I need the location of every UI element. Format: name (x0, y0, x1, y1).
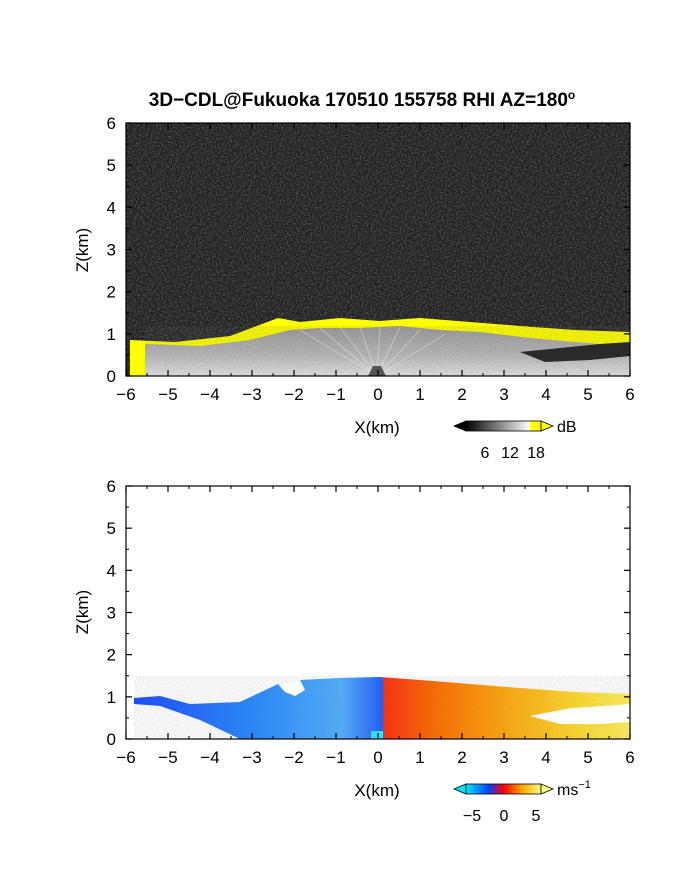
velocity-echo-texture (134, 676, 630, 739)
velocity-ylabel: Z(km) (73, 590, 92, 634)
x-tick-label: 1 (415, 385, 424, 404)
x-tick-label: −3 (242, 748, 261, 767)
y-tick-label: 5 (107, 519, 116, 538)
y-tick-label: 2 (107, 646, 116, 665)
x-tick-label: 1 (415, 748, 424, 767)
x-tick-label: −6 (116, 385, 135, 404)
x-tick-label: −5 (158, 748, 177, 767)
x-tick-label: −4 (200, 748, 219, 767)
colorbar-under-arrow (452, 783, 467, 795)
x-tick-label: 6 (625, 748, 634, 767)
x-tick-label: 6 (625, 385, 634, 404)
x-tick-label: 2 (457, 385, 466, 404)
colorbar-tick: −5 (463, 808, 481, 825)
x-tick-label: 5 (583, 748, 592, 767)
velocity-echo-gap (530, 704, 630, 724)
y-tick-label: 4 (107, 198, 116, 217)
x-tick-label: 0 (373, 385, 382, 404)
y-tick-label: 2 (107, 283, 116, 302)
y-tick-label: 6 (107, 114, 116, 133)
x-tick-label: −1 (326, 385, 345, 404)
colorbar-unit: ms−1 (557, 779, 591, 799)
y-tick-label: 0 (107, 367, 116, 386)
colorbar-tick: 6 (481, 445, 490, 462)
colorbar-bar (465, 420, 542, 432)
colorbar-under-arrow (452, 420, 467, 432)
figure-title: 3D−CDL@Fukuoka 170510 155758 RHI AZ=180o (149, 88, 576, 111)
velocity-colorbar: ms−1 −5 0 5 (452, 779, 591, 825)
y-tick-label: 5 (107, 156, 116, 175)
radar-origin (368, 366, 386, 376)
colorbar-unit: dB (557, 419, 577, 436)
y-tick-label: 4 (107, 561, 116, 580)
y-tick-label: 3 (107, 241, 116, 260)
colorbar-bar (465, 783, 542, 795)
x-tick-label: −3 (242, 385, 261, 404)
x-tick-label: 5 (583, 385, 592, 404)
x-tick-label: 3 (499, 748, 508, 767)
reflectivity-xlabel: X(km) (354, 418, 399, 437)
reflectivity-colorbar: dB 6 12 18 (452, 419, 577, 462)
reflectivity-panel (126, 123, 630, 376)
echo-gap (520, 342, 630, 362)
colorbar-tick: 0 (500, 808, 509, 825)
x-tick-label: 4 (541, 385, 550, 404)
colorbar-over-arrow (540, 420, 555, 432)
x-tick-label: 3 (499, 385, 508, 404)
x-tick-label: −1 (326, 748, 345, 767)
y-tick-label: 0 (107, 730, 116, 749)
y-tick-label: 1 (107, 325, 116, 344)
x-tick-label: 0 (373, 748, 382, 767)
x-tick-label: −4 (200, 385, 219, 404)
x-tick-label: 4 (541, 748, 550, 767)
velocity-panel (126, 486, 630, 739)
colorbar-over-arrow (540, 783, 555, 795)
colorbar-tick: 12 (501, 445, 519, 462)
velocity-echo-notch (278, 680, 305, 696)
velocity-xlabel: X(km) (354, 781, 399, 800)
y-tick-label: 1 (107, 688, 116, 707)
x-tick-label: −2 (284, 748, 303, 767)
reflectivity-ylabel: Z(km) (73, 228, 92, 272)
x-tick-label: −5 (158, 385, 177, 404)
velocity-axes: −6 −5 −4 −3 −2 −1 0 1 2 3 4 5 6 0 1 2 3 4 5 6 (107, 477, 635, 767)
x-tick-label: −6 (116, 748, 135, 767)
radar-origin (371, 731, 383, 739)
y-tick-label: 6 (107, 477, 116, 496)
colorbar-tick: 18 (527, 445, 545, 462)
x-tick-label: 2 (457, 748, 466, 767)
x-tick-label: −2 (284, 385, 303, 404)
reflectivity-axes: −6 −5 −4 −3 −2 −1 0 1 2 3 4 5 6 0 1 2 3 4 5 6 (107, 114, 635, 404)
colorbar-tick: 5 (532, 808, 541, 825)
y-tick-label: 3 (107, 604, 116, 623)
